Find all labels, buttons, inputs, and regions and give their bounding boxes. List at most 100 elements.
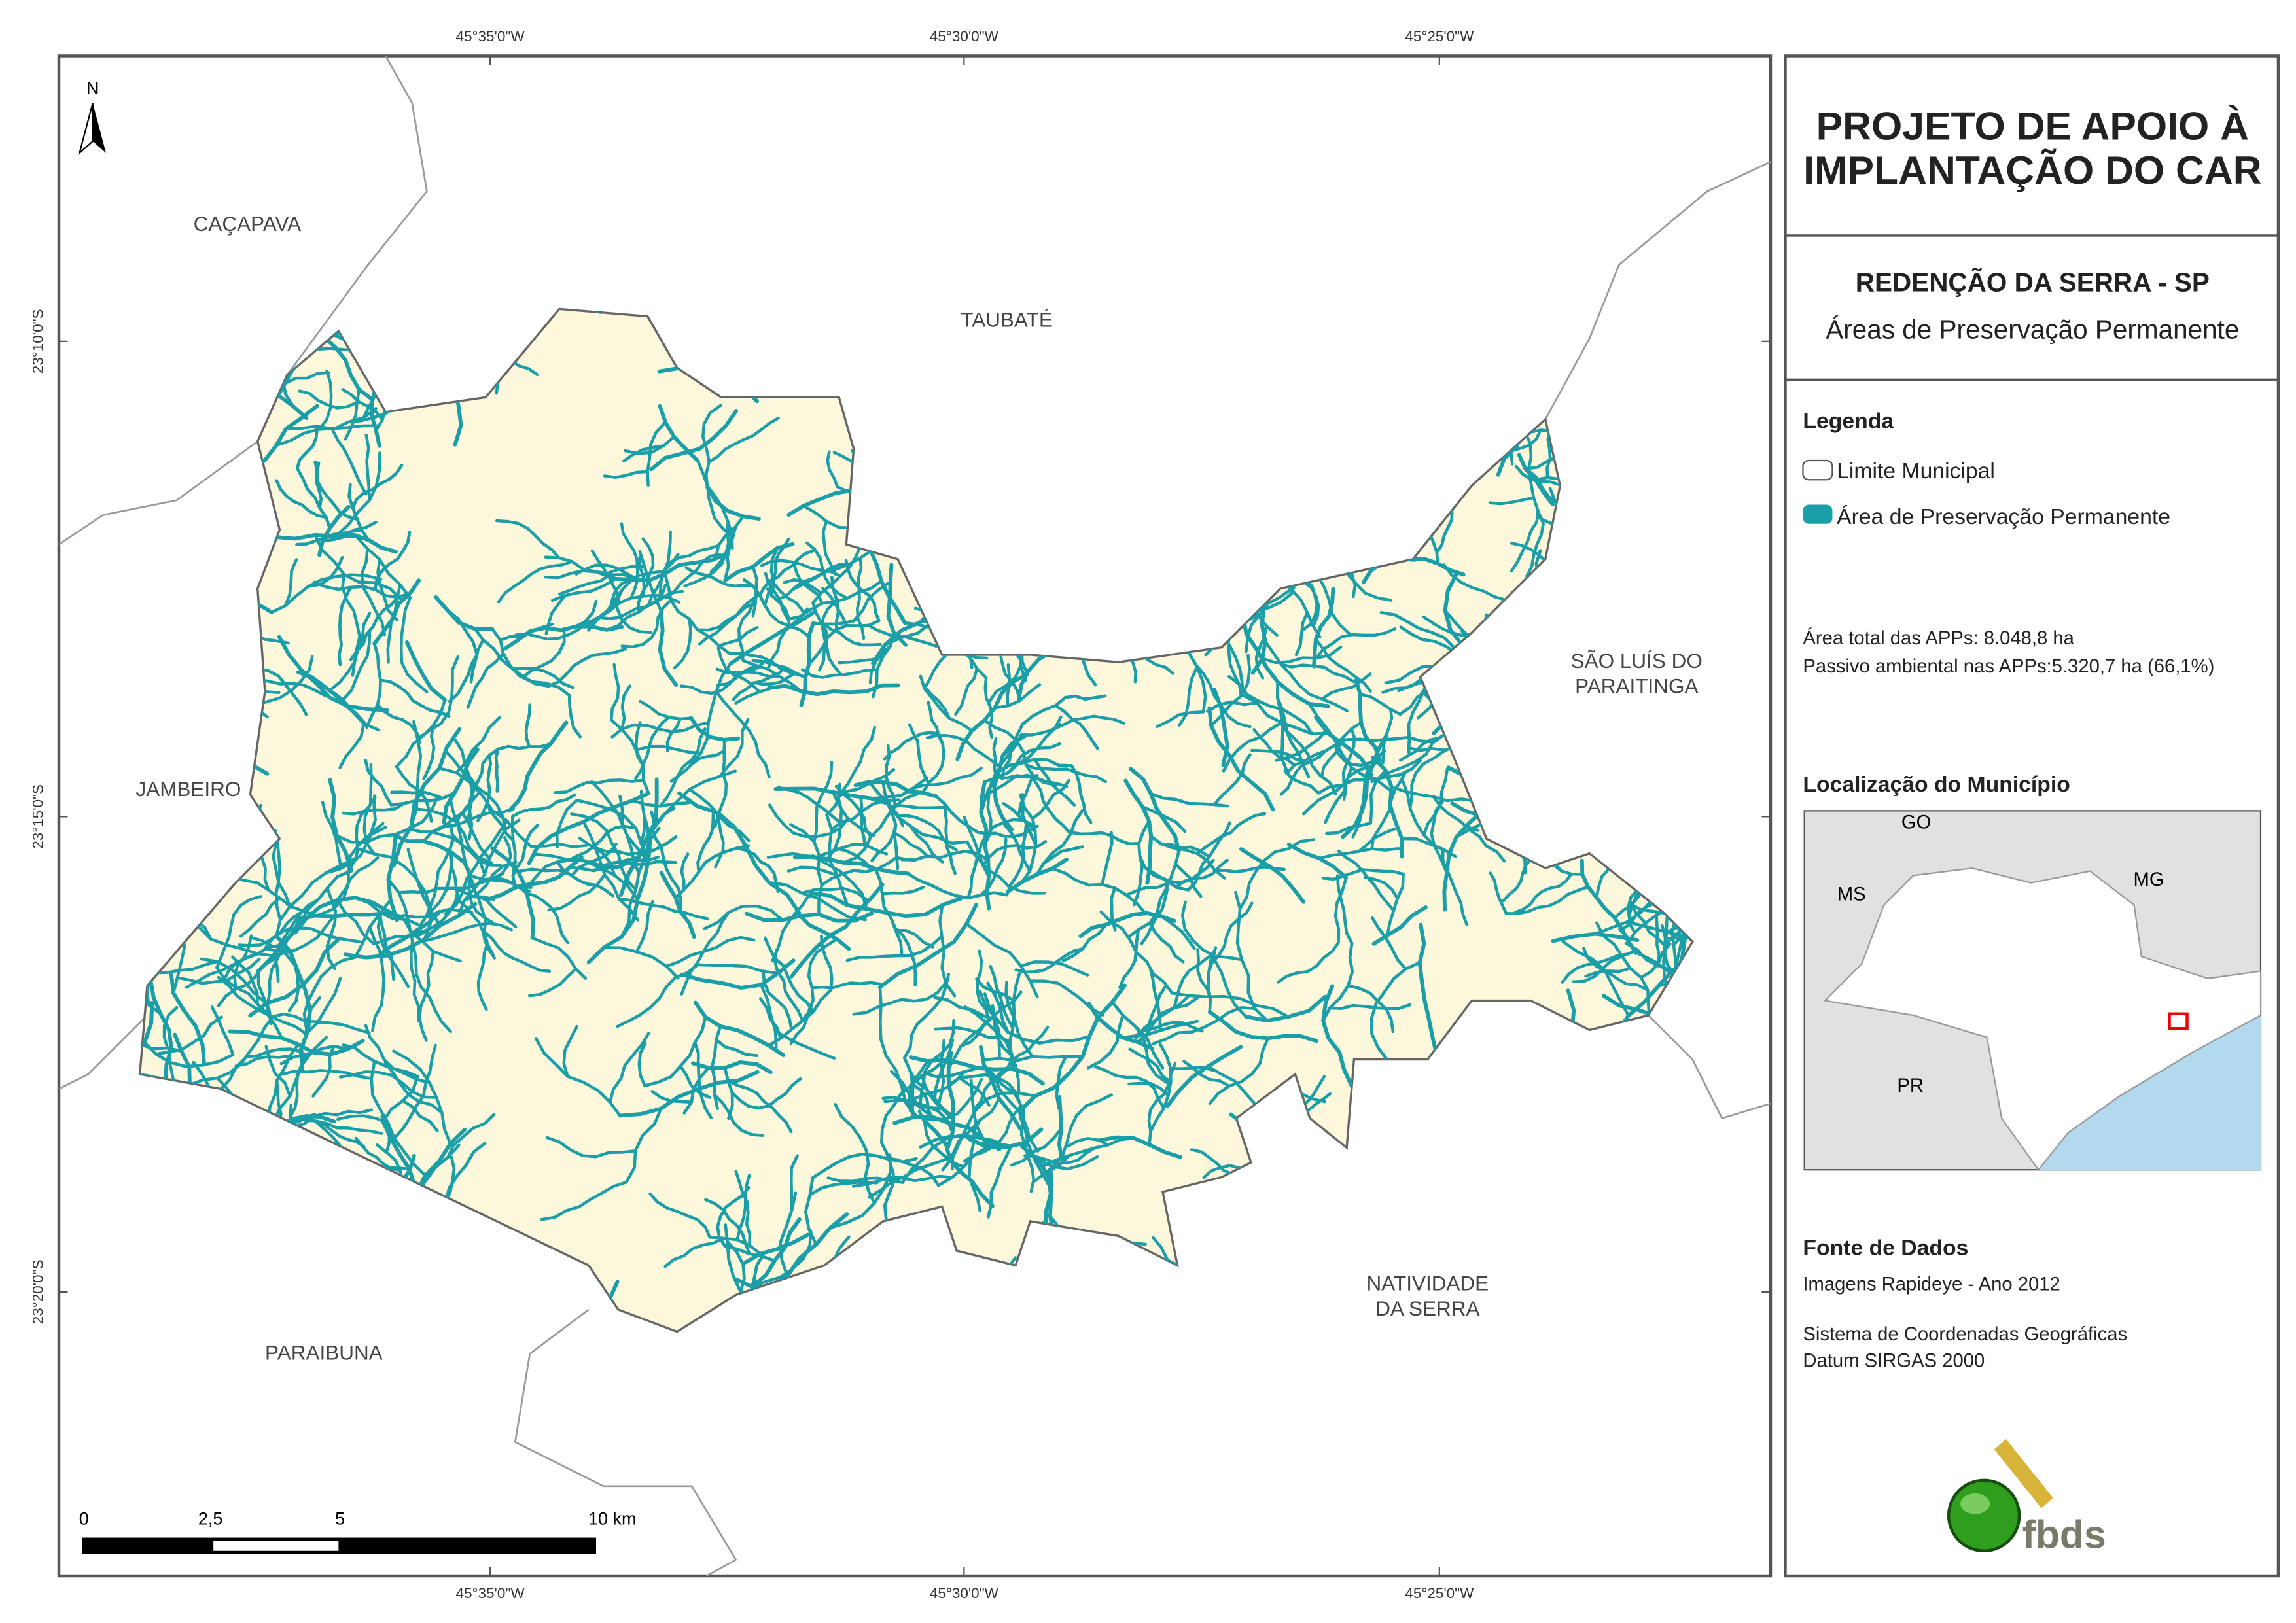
stream	[1029, 770, 1072, 835]
stream	[381, 1075, 419, 1123]
stream	[422, 724, 436, 781]
stream	[567, 693, 582, 739]
stream	[1510, 509, 1540, 573]
location-title: Localização do Município	[1803, 772, 2070, 797]
stream	[550, 577, 618, 602]
stream	[1098, 1135, 1183, 1159]
stream	[620, 599, 673, 649]
stream	[1561, 940, 1631, 1017]
stream	[845, 934, 944, 962]
stream	[658, 608, 679, 687]
stream	[773, 948, 804, 1022]
stream	[716, 660, 766, 687]
logo-text: fbds	[2022, 1512, 2106, 1556]
source: Sistema de Coordenadas Geográficas	[1803, 1324, 2127, 1345]
stream	[665, 935, 756, 968]
stream	[1005, 824, 1028, 897]
stream	[716, 1185, 751, 1248]
stream	[1133, 1021, 1204, 1038]
stream	[1655, 911, 1661, 968]
stream	[1239, 847, 1306, 904]
stat: Passivo ambiental nas APPs:5.320,7 ha (6…	[1803, 656, 2214, 677]
stream	[376, 557, 399, 622]
stream	[825, 725, 877, 816]
stream	[313, 580, 412, 599]
stream	[977, 818, 1034, 855]
stream	[841, 792, 920, 865]
stream	[1178, 665, 1199, 727]
stream	[663, 1236, 725, 1268]
stream	[639, 699, 693, 721]
stream	[341, 629, 372, 701]
stream	[406, 848, 442, 928]
stream	[934, 795, 980, 834]
stream	[1149, 835, 1226, 880]
stream	[637, 744, 703, 755]
stream	[372, 578, 421, 646]
stream	[349, 595, 400, 661]
stat: Área total das APPs: 8.048,8 ha	[1803, 627, 2074, 649]
stream	[1369, 961, 1421, 1062]
stream	[617, 897, 709, 920]
stream	[370, 1061, 427, 1178]
stream	[877, 902, 978, 989]
stream	[272, 869, 353, 962]
stream	[1385, 872, 1405, 937]
stream	[402, 918, 462, 963]
stream	[483, 930, 552, 973]
stream	[364, 759, 393, 807]
stream	[1489, 871, 1508, 915]
stream	[1234, 890, 1269, 1022]
legend-swatch	[1802, 459, 1833, 481]
stream	[679, 1064, 712, 1099]
stream	[1510, 542, 1549, 565]
stream	[1584, 966, 1632, 978]
source: Datum SIRGAS 2000	[1803, 1351, 1985, 1372]
stream	[786, 865, 839, 877]
stream	[1125, 882, 1169, 897]
stream	[342, 1043, 419, 1078]
stream	[981, 1055, 1084, 1062]
stream	[637, 537, 655, 614]
stream	[637, 1041, 647, 1088]
stream	[510, 667, 575, 689]
coord-label: 45°30'0"W	[930, 28, 999, 44]
stream	[707, 416, 780, 464]
stream	[341, 572, 362, 677]
stream	[663, 572, 732, 655]
stream	[1241, 613, 1330, 708]
source-title: Fonte de Dados	[1803, 1236, 1968, 1261]
stream	[987, 664, 1022, 704]
stream	[527, 791, 651, 865]
stream	[972, 1070, 1004, 1112]
stream	[943, 802, 957, 875]
stream	[372, 928, 431, 946]
stream	[658, 727, 707, 808]
stream	[448, 653, 479, 703]
stream	[1149, 792, 1229, 808]
stream	[883, 731, 940, 761]
stream	[658, 530, 672, 602]
stream	[1136, 996, 1199, 1044]
stream	[1441, 847, 1469, 926]
stream	[343, 901, 478, 960]
stream	[609, 663, 620, 722]
stream	[387, 877, 418, 976]
stream	[627, 860, 677, 866]
stream	[915, 1077, 983, 1121]
stream	[648, 1192, 711, 1239]
stream	[1335, 874, 1354, 945]
stream	[1417, 922, 1439, 1059]
stream	[735, 846, 780, 893]
stream	[730, 1077, 802, 1110]
stream	[992, 737, 998, 781]
stream	[338, 722, 366, 769]
stream	[1341, 733, 1388, 839]
stream	[217, 958, 275, 1007]
logo-shine	[1960, 1493, 1990, 1514]
stream	[1208, 1037, 1270, 1106]
stream	[365, 642, 382, 729]
scale-label: 10 km	[588, 1509, 636, 1528]
stream	[376, 703, 421, 744]
stream	[264, 915, 336, 953]
